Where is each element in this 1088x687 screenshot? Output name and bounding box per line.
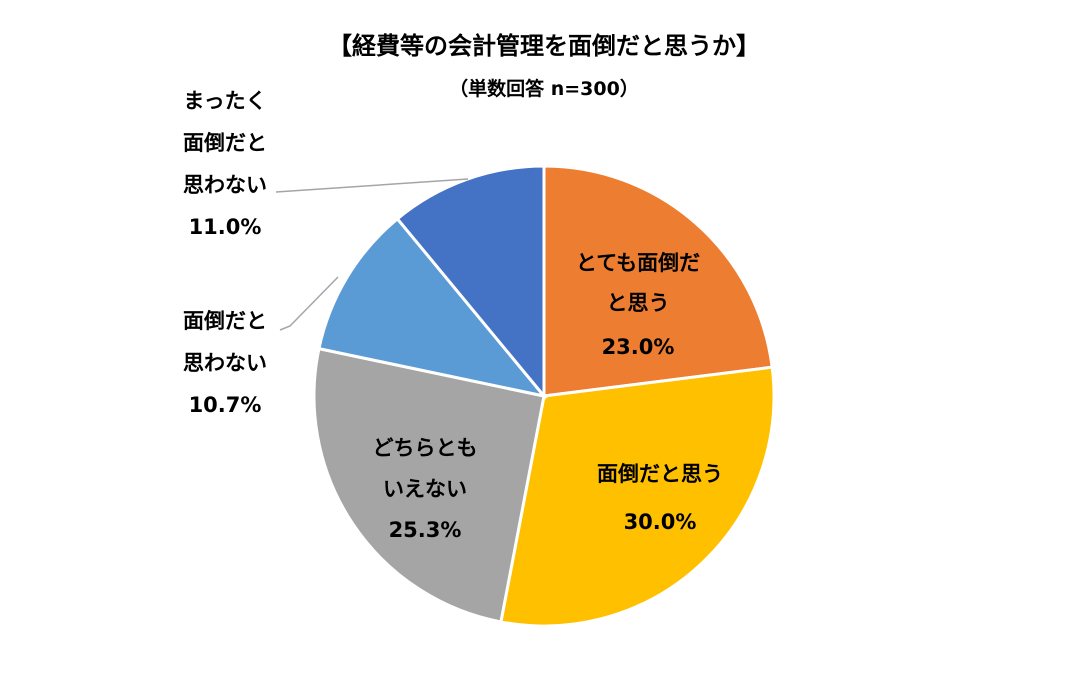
chart-title: 【経費等の会計管理を面倒だと思うか】 xyxy=(328,32,760,60)
data-label-value-1: 23.0% xyxy=(602,335,675,359)
leader-line-slice-4 xyxy=(279,276,339,331)
data-label-category-3: どちらとも xyxy=(373,436,478,460)
data-label-category-3: いえない xyxy=(383,477,467,501)
leader-line-slice-5 xyxy=(275,178,469,193)
data-label-value-4: 10.7% xyxy=(189,393,262,417)
data-label-value-2: 30.0% xyxy=(624,510,697,534)
data-label-category-5: 思わない xyxy=(183,173,267,197)
data-label-category-1: と思う xyxy=(607,291,670,315)
data-label-category-1: とても面倒だ xyxy=(576,251,700,275)
data-label-value-5: 11.0% xyxy=(189,215,262,239)
pie-slice-3 xyxy=(312,346,546,624)
data-label-category-5: まったく xyxy=(183,89,266,113)
data-label-value-3: 25.3% xyxy=(389,518,462,542)
data-label-category-2: 面倒だと思う xyxy=(597,462,723,486)
data-label-category-4: 思わない xyxy=(183,351,267,375)
pie-slice-1 xyxy=(542,164,774,398)
pie-slice-4 xyxy=(317,216,548,399)
chart-subtitle: （単数回答 n=300） xyxy=(449,77,639,100)
pie-slice-2 xyxy=(499,365,776,628)
data-label-category-4: 面倒だと xyxy=(183,309,267,333)
data-label-category-5: 面倒だと xyxy=(183,131,267,155)
